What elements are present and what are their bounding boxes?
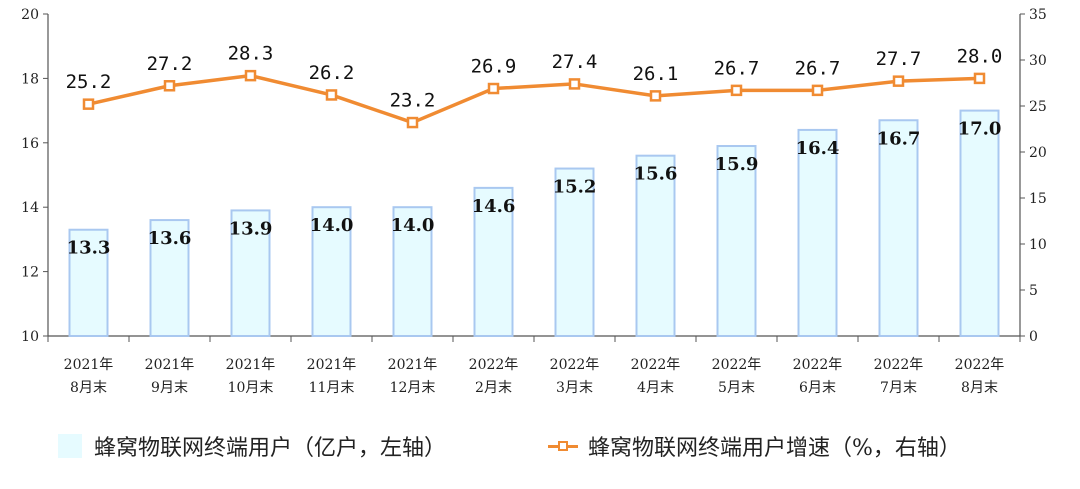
bar-data-label: 16.4 <box>796 138 840 159</box>
line-data-label: 26.7 <box>714 57 760 79</box>
line-data-label: 27.7 <box>876 48 922 70</box>
line-data-label: 26.7 <box>795 57 841 79</box>
x-tick-label-month: 6月末 <box>799 380 836 396</box>
legend-line-label: 蜂窝物联网终端用户增速（%，右轴） <box>588 436 961 461</box>
x-tick-label-month: 9月末 <box>151 380 188 396</box>
x-tick-label-month: 7月末 <box>880 380 917 396</box>
y-right-tick-label: 30 <box>1029 53 1047 69</box>
bar <box>68 228 109 338</box>
growth-line <box>88 73 980 125</box>
line-point <box>568 78 581 90</box>
line-point <box>649 90 662 102</box>
line-data-label: 25.2 <box>66 71 112 93</box>
x-tick-label-month: 2月末 <box>475 380 512 396</box>
x-tick-label-year: 2021年 <box>64 357 114 373</box>
line-point <box>973 72 986 85</box>
line-point <box>325 89 338 101</box>
y-right-tick-label: 35 <box>1029 7 1047 23</box>
x-tick-label-year: 2022年 <box>631 357 681 373</box>
x-tick-label-year: 2022年 <box>469 357 519 373</box>
x-tick-label-year: 2021年 <box>145 357 195 373</box>
x-tick-label-year: 2022年 <box>712 357 762 373</box>
bar-data-label: 13.3 <box>67 238 111 259</box>
x-tick-label-year: 2022年 <box>550 357 600 373</box>
line-point <box>406 116 419 129</box>
chart: 10 12 14 16 18 20 0 5 10 15 20 25 30 35 2021年 8月末 2021年 9… <box>21 7 1047 396</box>
line-point <box>892 75 905 87</box>
y-right-tick-label: 20 <box>1029 145 1047 161</box>
y-left-tick-label: 20 <box>21 7 39 23</box>
y-left-tick-label: 12 <box>21 265 39 281</box>
legend: 蜂窝物联网终端用户（亿户，左轴） 蜂窝物联网终端用户增速（%，右轴） <box>0 428 1080 464</box>
x-tick-label-month: 4月末 <box>637 380 674 396</box>
bar-data-label: 13.6 <box>148 228 192 249</box>
x-tick-label-year: 2022年 <box>793 357 843 373</box>
y-right-tick-label: 15 <box>1029 191 1047 207</box>
line-data-label: 26.9 <box>471 56 517 78</box>
bar <box>230 209 271 337</box>
bar <box>716 145 757 337</box>
line-data-label: 26.1 <box>633 63 679 85</box>
x-tick-label-month: 8月末 <box>70 380 107 396</box>
y-left-tick-label: 10 <box>21 329 39 345</box>
y-right-tick-label: 0 <box>1029 329 1038 345</box>
y-left-tick-label: 14 <box>21 200 39 216</box>
bar <box>554 167 595 337</box>
line-data-label: 27.2 <box>147 53 193 75</box>
bar-data-label: 14.6 <box>472 196 516 217</box>
x-tick-label-year: 2021年 <box>226 357 276 373</box>
bar-data-label: 17.0 <box>958 119 1002 140</box>
line-data-label: 28.0 <box>957 45 1003 67</box>
bar <box>311 206 352 337</box>
x-tick-label-year: 2021年 <box>307 357 357 373</box>
x-tick-label-year: 2022年 <box>955 357 1005 373</box>
bar-data-label: 13.9 <box>229 218 273 239</box>
legend-item-line: 蜂窝物联网终端用户增速（%，右轴） <box>548 428 961 464</box>
y-right-tick-label: 25 <box>1029 99 1047 115</box>
bar <box>392 206 433 337</box>
line-data-label: 26.2 <box>309 62 355 84</box>
line-point <box>163 80 176 92</box>
y-right-tick-label: 5 <box>1029 283 1038 299</box>
bar <box>149 219 190 337</box>
line-data-label: 28.3 <box>228 43 274 65</box>
line-point <box>811 84 824 97</box>
y-left-tick-label: 16 <box>21 136 39 152</box>
legend-item-bar: 蜂窝物联网终端用户（亿户，左轴） <box>58 428 446 464</box>
bar <box>473 186 514 337</box>
line-point <box>730 84 743 97</box>
line-data-label: 23.2 <box>390 90 436 112</box>
bar-data-label: 16.7 <box>877 128 921 149</box>
line-point <box>82 98 95 110</box>
bar <box>959 109 1000 337</box>
legend-bar-label: 蜂窝物联网终端用户（亿户，左轴） <box>94 436 447 461</box>
y-left-tick-label: 18 <box>21 71 39 87</box>
x-tick-label-month: 10月末 <box>228 380 274 396</box>
bar-data-label: 15.9 <box>715 154 759 175</box>
bar <box>878 119 919 338</box>
bar-data-label: 14.0 <box>391 215 435 236</box>
line-point <box>244 69 257 82</box>
x-tick-label-month: 11月末 <box>309 380 355 396</box>
bar-data-label: 15.6 <box>634 164 678 185</box>
x-tick-label-year: 2021年 <box>388 357 438 373</box>
x-tick-label-year: 2022年 <box>874 357 924 373</box>
line-data-label: 27.4 <box>552 51 598 73</box>
line-point <box>487 82 500 95</box>
legend-line-swatch <box>548 434 578 458</box>
bar <box>797 128 838 337</box>
x-tick-label-month: 8月末 <box>961 380 998 396</box>
bar <box>635 154 676 337</box>
x-tick-label-month: 12月末 <box>390 380 436 396</box>
x-tick-label-month: 3月末 <box>556 380 593 396</box>
bar-data-label: 14.0 <box>310 215 354 236</box>
y-right-tick-label: 10 <box>1029 237 1047 253</box>
legend-bar-swatch <box>58 434 82 458</box>
bar-data-label: 15.2 <box>553 177 597 198</box>
x-tick-label-month: 5月末 <box>718 380 755 396</box>
